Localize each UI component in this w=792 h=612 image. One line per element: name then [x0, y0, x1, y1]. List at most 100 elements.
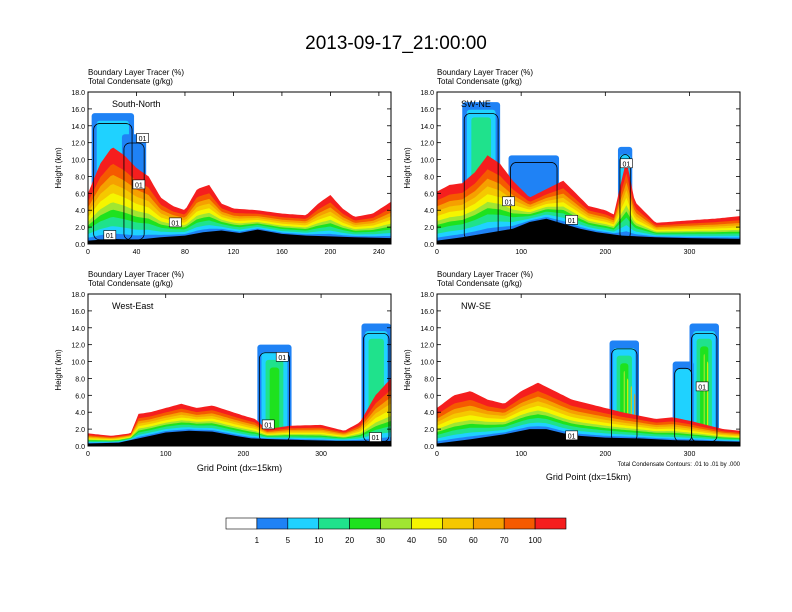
colorbar-label: 60 — [469, 536, 478, 545]
plot-area: 01 01 01 01 — [88, 92, 391, 244]
x-tick-label: 120 — [228, 249, 240, 256]
field-label-tracer: Boundary Layer Tracer (%) — [437, 270, 533, 279]
y-tick-label: 16.0 — [420, 107, 434, 114]
x-tick-label: 300 — [684, 451, 696, 458]
colorbar-box-10 — [534, 517, 567, 530]
y-axis-label: Height (km) — [54, 147, 63, 189]
y-tick-label: 6.0 — [424, 393, 434, 400]
colorbar-label: 10 — [314, 536, 323, 545]
y-tick-label: 12.0 — [71, 141, 85, 148]
colorbar-box-7 — [442, 517, 474, 530]
colorbar-box-6 — [411, 517, 443, 530]
y-tick-label: 10.0 — [420, 360, 434, 367]
contour-label-box — [565, 215, 578, 225]
y-tick-label: 8.0 — [424, 376, 434, 383]
contour-label-box — [620, 158, 633, 169]
colorbar-box-5 — [380, 517, 412, 530]
tracer-column-1 — [703, 353, 705, 446]
y-tick-label: 2.0 — [75, 427, 85, 434]
contour-label: 01 — [568, 433, 576, 440]
x-tick-label: 100 — [515, 249, 527, 256]
panel-name: West-East — [112, 301, 154, 311]
y-tick-label: 18.0 — [420, 90, 434, 97]
condensate-contour-0 — [258, 352, 290, 443]
y-tick-label: 12.0 — [420, 141, 434, 148]
y-tick-label: 2.0 — [424, 225, 434, 232]
condensate-contour-0 — [463, 113, 499, 241]
panel-frame — [436, 293, 741, 447]
panel-name: SW-NE — [461, 99, 491, 109]
colorbar-box-1 — [256, 517, 289, 530]
plot-area: 01 01 01 — [88, 294, 391, 446]
x-tick-label: 0 — [86, 249, 90, 256]
y-tick-label: 14.0 — [71, 124, 85, 131]
y-tick-label: 16.0 — [71, 107, 85, 114]
panel-sw-ne: 01 01 01 0.0 2.0 4.0 6.0 8.0 10.0 12.0 14.0 16.0 18.… — [403, 68, 741, 256]
colorbar-label: 30 — [376, 536, 385, 545]
y-tick-label: 6.0 — [75, 191, 85, 198]
location-marker — [585, 436, 592, 444]
contour-label: 01 — [622, 161, 630, 168]
contour-label: 01 — [135, 182, 143, 189]
contour-label: 01 — [139, 136, 147, 143]
x-tick-label: 0 — [435, 451, 439, 458]
colorbar-label: 5 — [286, 536, 291, 545]
y-tick-label: 6.0 — [75, 393, 85, 400]
colorbar-label: 70 — [500, 536, 509, 545]
y-tick-label: 0.0 — [424, 242, 434, 249]
y-tick-label: 16.0 — [71, 309, 85, 316]
x-tick-label: 80 — [181, 249, 189, 256]
y-tick-label: 14.0 — [420, 326, 434, 333]
panel-nw-se: 01010.02.04.06.08.010.012.014.016.018.00… — [403, 270, 741, 482]
colorbar-label: 20 — [345, 536, 354, 545]
y-tick-label: 18.0 — [420, 292, 434, 299]
x-tick-label: 0 — [86, 451, 90, 458]
colorbar-label: 1 — [255, 536, 260, 545]
x-tick-label: 240 — [373, 249, 385, 256]
y-tick-label: 4.0 — [75, 410, 85, 417]
y-tick-label: 4.0 — [424, 208, 434, 215]
y-tick-label: 8.0 — [424, 174, 434, 181]
contour-label-box — [695, 381, 709, 392]
contour-label: 01 — [698, 384, 706, 391]
field-label-condensate: Total Condensate (g/kg) — [88, 279, 173, 288]
y-tick-label: 18.0 — [71, 90, 85, 97]
condensate-contour-2 — [674, 367, 693, 443]
y-tick-label: 12.0 — [420, 343, 434, 350]
y-tick-label: 6.0 — [424, 191, 434, 198]
colorbar-box-3 — [318, 517, 350, 530]
field-label-condensate: Total Condensate (g/kg) — [88, 77, 173, 86]
contour-label: 01 — [171, 220, 179, 227]
y-tick-label: 4.0 — [75, 208, 85, 215]
contour-label-box — [565, 430, 578, 441]
colorbar-label: 40 — [407, 536, 416, 545]
contour-label: 01 — [505, 199, 513, 206]
x-tick-label: 200 — [599, 451, 611, 458]
y-tick-label: 0.0 — [75, 242, 85, 249]
y-axis-label: Height (km) — [54, 349, 63, 391]
panel-frame — [436, 91, 741, 245]
condensate-contour-2 — [619, 154, 631, 241]
y-tick-label: 8.0 — [75, 174, 85, 181]
condensate-contour-1 — [123, 142, 145, 241]
x-tick-label: 0 — [435, 249, 439, 256]
figure-title: 2013-09-17_21:00:00 — [305, 33, 487, 54]
contour-note: Total Condensate Contours: .01 to .01 by… — [618, 462, 741, 468]
panel-west-east: 01 01 01 0.0 2.0 4.0 6.0 8.0 10.0 12.0 14.0 16.0 18.… — [54, 270, 392, 473]
contour-label-box — [261, 419, 275, 430]
contour-label: 01 — [372, 435, 380, 442]
plot-area: 01 01 — [437, 294, 740, 446]
colorbar-box-9 — [503, 517, 536, 530]
x-tick-label: 200 — [325, 249, 337, 256]
field-label-condensate: Total Condensate (g/kg) — [437, 77, 522, 86]
y-tick-label: 2.0 — [424, 427, 434, 434]
y-tick-label: 0.0 — [75, 444, 85, 451]
x-axis-label: Grid Point (dx=15km) — [197, 463, 282, 473]
field-label-tracer: Boundary Layer Tracer (%) — [88, 68, 184, 77]
contour-label-box — [136, 133, 149, 143]
y-tick-label: 8.0 — [75, 376, 85, 383]
x-tick-label: 300 — [684, 249, 696, 256]
colorbar-box-2 — [287, 517, 320, 530]
